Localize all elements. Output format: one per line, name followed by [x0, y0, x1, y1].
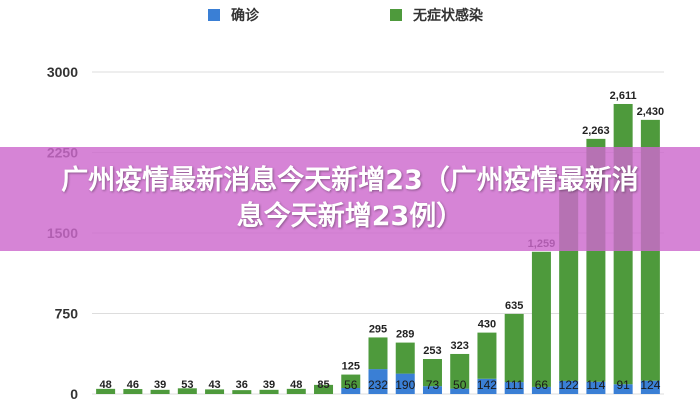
data-label-confirmed: 56 — [344, 378, 358, 392]
bar-asymptomatic — [286, 388, 306, 394]
data-label-confirmed: 50 — [453, 378, 467, 392]
data-label-asymptomatic: 36 — [236, 379, 248, 391]
data-label-confirmed: 190 — [395, 378, 415, 392]
data-label-asymptomatic: 39 — [263, 379, 275, 391]
bar-asymptomatic — [450, 353, 470, 389]
legend-label: 确诊 — [231, 7, 260, 24]
data-label-confirmed: 66 — [535, 378, 549, 392]
bar-confirmed — [586, 381, 606, 394]
data-label-asymptomatic: 125 — [342, 361, 360, 373]
bar-asymptomatic — [395, 342, 415, 374]
bar-confirmed — [368, 369, 388, 394]
y-tick-label: 750 — [55, 306, 79, 322]
bar-confirmed — [531, 386, 551, 394]
bar-confirmed — [504, 382, 524, 394]
data-label-asymptomatic: 295 — [369, 323, 387, 335]
bar-asymptomatic — [314, 384, 334, 394]
data-label-asymptomatic: 430 — [478, 319, 496, 331]
bar-confirmed — [613, 384, 633, 394]
bar-asymptomatic — [177, 388, 197, 394]
data-label-confirmed: 142 — [477, 378, 497, 392]
y-tick-label: 3000 — [47, 64, 78, 80]
bar-asymptomatic — [504, 313, 524, 383]
bar-asymptomatic — [205, 389, 225, 394]
bar-confirmed — [640, 380, 660, 394]
y-tick-label: 0 — [70, 386, 78, 400]
legend-swatch — [208, 9, 220, 21]
data-label-asymptomatic: 85 — [317, 379, 329, 391]
bar-confirmed — [559, 380, 579, 394]
data-label-asymptomatic: 2,430 — [637, 106, 665, 118]
bar-asymptomatic — [477, 332, 497, 379]
bar-confirmed — [341, 387, 361, 394]
bar-confirmed — [450, 388, 470, 394]
data-label-confirmed: 114 — [586, 378, 605, 392]
data-label-asymptomatic: 43 — [208, 379, 220, 391]
bar-confirmed — [395, 373, 415, 394]
bar-asymptomatic — [368, 337, 388, 370]
bar-asymptomatic — [96, 388, 116, 394]
data-label-asymptomatic: 635 — [505, 300, 523, 312]
data-label-asymptomatic: 2,263 — [582, 125, 610, 137]
data-label-asymptomatic: 2,611 — [610, 90, 637, 102]
bar-confirmed — [422, 386, 442, 394]
data-label-confirmed: 91 — [616, 378, 630, 392]
bar-asymptomatic — [123, 389, 143, 394]
legend-swatch — [390, 9, 402, 21]
bar-asymptomatic — [422, 359, 442, 387]
bar-asymptomatic — [259, 389, 279, 394]
data-label-confirmed: 122 — [559, 378, 579, 392]
legend-label: 无症状感染 — [412, 7, 484, 24]
data-label-asymptomatic: 48 — [290, 379, 302, 391]
bar-asymptomatic — [232, 390, 252, 394]
data-label-asymptomatic: 323 — [451, 340, 469, 352]
data-label-asymptomatic: 48 — [99, 379, 111, 391]
data-label-asymptomatic: 39 — [154, 379, 166, 391]
bar-asymptomatic — [150, 389, 170, 394]
data-label-asymptomatic: 289 — [396, 329, 414, 341]
bar-asymptomatic — [341, 374, 361, 388]
data-label-asymptomatic: 46 — [127, 379, 139, 391]
title-banner: 广州疫情最新消息今天新增23（广州疫情最新消息今天新增23例） — [0, 147, 700, 251]
data-label-confirmed: 111 — [505, 378, 524, 392]
data-label-confirmed: 124 — [640, 378, 660, 392]
bar-confirmed — [477, 378, 497, 394]
data-label-confirmed: 73 — [426, 378, 440, 392]
data-label-asymptomatic: 53 — [181, 379, 193, 391]
banner-title: 广州疫情最新消息今天新增23（广州疫情最新消息今天新增23例） — [61, 165, 639, 232]
bar-asymptomatic — [531, 251, 551, 387]
data-label-asymptomatic: 253 — [423, 345, 441, 357]
data-label-confirmed: 232 — [368, 378, 388, 392]
